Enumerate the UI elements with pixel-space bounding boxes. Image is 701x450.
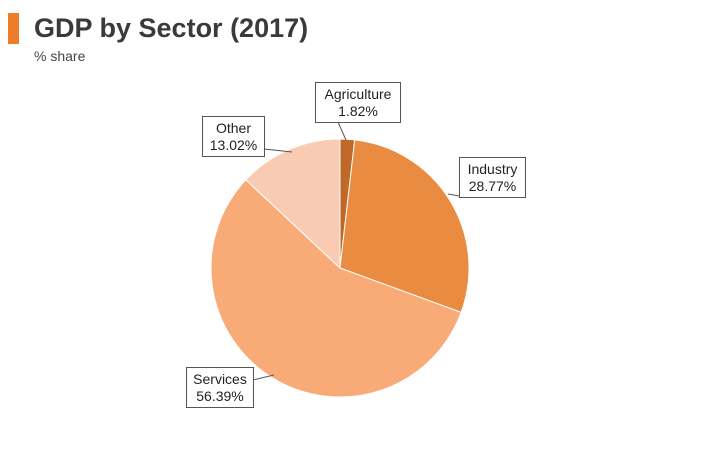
callout-value-industry: 28.77% [469, 178, 516, 194]
chart-subtitle: % share [34, 48, 86, 64]
callout-value-other: 13.02% [210, 137, 257, 153]
leader-line-agriculture [337, 121, 347, 141]
callout-name-industry: Industry [468, 161, 518, 177]
callout-value-services: 56.39% [196, 388, 243, 404]
pie-slice-industry [339, 139, 470, 314]
pie-slice-other [245, 138, 341, 270]
title-accent-bar [8, 13, 19, 44]
callout-name-services: Services [193, 371, 247, 387]
callout-box-industry [459, 157, 526, 198]
callout-name-agriculture: Agriculture [325, 86, 392, 102]
leader-line-industry [447, 193, 460, 197]
chart-title: GDP by Sector (2017) [34, 13, 309, 43]
pie-slice-services [210, 179, 462, 398]
callout-box-agriculture [315, 82, 401, 123]
leader-line-other [263, 148, 293, 153]
callout-box-other [202, 116, 265, 157]
leader-line-services [252, 374, 275, 381]
callout-box-services [186, 367, 254, 408]
callout-name-other: Other [216, 120, 251, 136]
callout-value-agriculture: 1.82% [338, 103, 378, 119]
